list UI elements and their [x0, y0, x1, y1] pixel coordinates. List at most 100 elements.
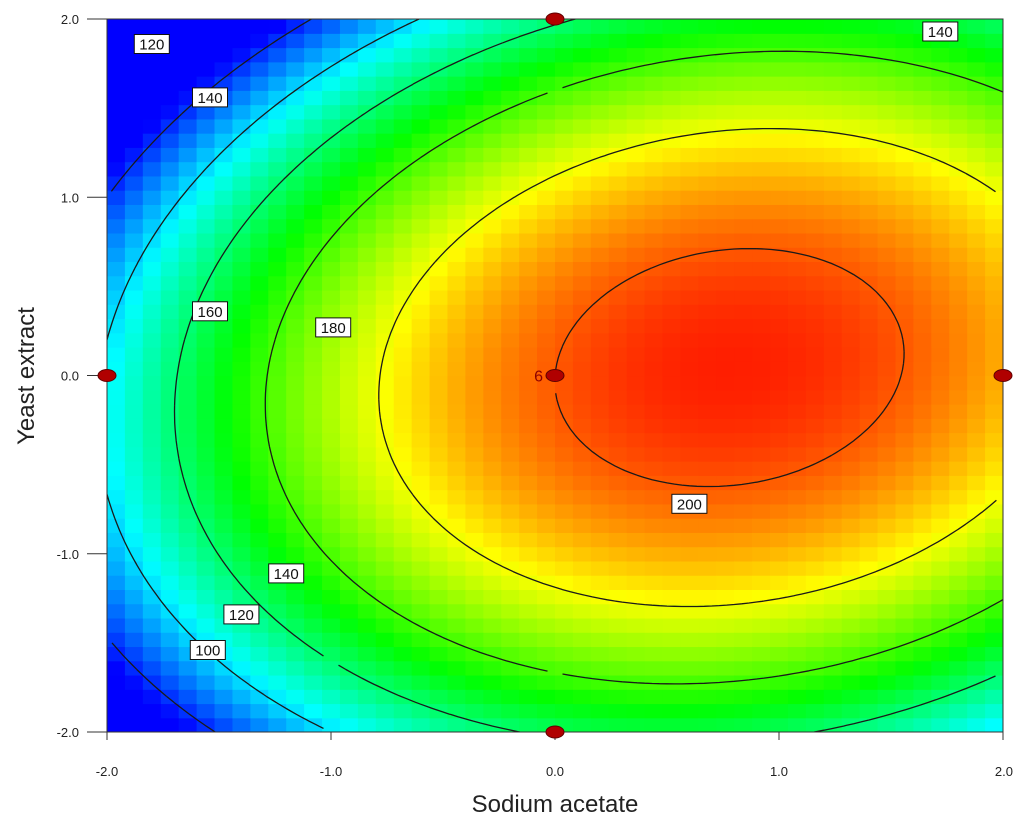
heatmap-cell — [913, 489, 932, 505]
heatmap-cell — [644, 261, 664, 277]
heatmap-cell — [734, 332, 753, 348]
heatmap-cell — [805, 361, 825, 377]
heatmap-cell — [734, 147, 753, 163]
heatmap-cell — [357, 361, 377, 377]
heatmap-cell — [124, 90, 144, 106]
heatmap-cell — [931, 118, 950, 134]
heatmap-cell — [339, 532, 359, 548]
heatmap-cell — [841, 247, 861, 263]
heatmap-cell — [232, 674, 251, 690]
heatmap-cell — [142, 589, 162, 605]
heatmap-cell — [985, 518, 1003, 533]
heatmap-cell — [393, 247, 413, 263]
heatmap-cell — [142, 603, 162, 619]
heatmap-cell — [250, 632, 269, 648]
heatmap-cell — [250, 61, 269, 77]
heatmap-cell — [734, 560, 753, 576]
heatmap-cell — [626, 61, 646, 77]
heatmap-cell — [339, 461, 359, 476]
heatmap-cell — [268, 161, 287, 177]
heatmap-cells — [107, 19, 1003, 732]
heatmap-cell — [142, 90, 162, 106]
heatmap-cell — [662, 175, 682, 191]
heatmap-cell — [304, 589, 323, 605]
heatmap-cell — [877, 689, 897, 705]
heatmap-cell — [680, 475, 699, 491]
heatmap-cell — [985, 546, 1003, 562]
heatmap-cell — [393, 632, 413, 648]
heatmap-cell — [232, 133, 251, 148]
heatmap-cell — [160, 674, 180, 690]
heatmap-cell — [375, 461, 395, 476]
heatmap-cell — [770, 175, 789, 191]
heatmap-cell — [375, 418, 395, 434]
heatmap-cell — [608, 446, 628, 462]
heatmap-cell — [823, 346, 843, 362]
heatmap-cell — [268, 247, 287, 263]
heatmap-cell — [716, 318, 735, 334]
heatmap-cell — [841, 674, 861, 690]
svg-text:180: 180 — [321, 320, 346, 337]
heatmap-cell — [644, 646, 664, 662]
heatmap-cell — [196, 674, 216, 690]
heatmap-cell — [841, 503, 861, 519]
heatmap-cell — [375, 275, 395, 291]
heatmap-cell — [877, 90, 897, 106]
heatmap-cell — [375, 546, 395, 562]
heatmap-cell — [913, 346, 932, 362]
heatmap-cell — [107, 632, 126, 648]
heatmap-cell — [662, 660, 682, 676]
heatmap-cell — [752, 118, 771, 134]
heatmap-cell — [501, 703, 520, 719]
heatmap-cell — [519, 603, 538, 619]
heatmap-cell — [107, 674, 126, 690]
heatmap-cell — [572, 603, 592, 619]
heatmap-cell — [483, 218, 502, 234]
heatmap-cell — [913, 261, 932, 277]
heatmap-cell — [537, 546, 556, 562]
heatmap-cell — [375, 689, 395, 705]
heatmap-cell — [913, 632, 932, 648]
heatmap-cell — [107, 175, 126, 191]
heatmap-cell — [680, 275, 699, 291]
heatmap-cell — [913, 475, 932, 491]
heatmap-cell — [680, 261, 699, 277]
heatmap-cell — [465, 646, 484, 662]
heatmap-cell — [107, 346, 126, 362]
heatmap-cell — [626, 76, 646, 91]
heatmap-cell — [196, 346, 216, 362]
heatmap-cell — [931, 546, 950, 562]
heatmap-cell — [716, 461, 735, 476]
heatmap-cell — [608, 432, 628, 448]
heatmap-cell — [483, 461, 502, 476]
heatmap-cell — [698, 133, 717, 148]
heatmap-cell — [823, 461, 843, 476]
heatmap-cell — [859, 47, 879, 63]
heatmap-cell — [196, 204, 216, 220]
heatmap-cell — [322, 617, 341, 633]
heatmap-cell — [357, 518, 377, 533]
heatmap-cell — [770, 617, 789, 633]
heatmap-cell — [859, 133, 879, 148]
heatmap-cell — [483, 118, 502, 134]
heatmap-cell — [572, 689, 592, 705]
heatmap-cell — [877, 61, 897, 77]
heatmap-cell — [501, 617, 520, 633]
heatmap-cell — [734, 261, 753, 277]
heatmap-cell — [877, 489, 897, 505]
heatmap-cell — [411, 503, 431, 519]
heatmap-cell — [859, 232, 879, 248]
heatmap-cell — [841, 218, 861, 234]
heatmap-cell — [662, 432, 682, 448]
heatmap-cell — [357, 61, 377, 77]
heatmap-cell — [519, 689, 538, 705]
heatmap-cell — [644, 689, 664, 705]
heatmap-cell — [698, 689, 717, 705]
heatmap-cell — [662, 575, 682, 590]
heatmap-cell — [124, 104, 144, 120]
heatmap-cell — [107, 461, 126, 476]
heatmap-cell — [752, 61, 771, 77]
heatmap-cell — [859, 489, 879, 505]
heatmap-cell — [913, 446, 932, 462]
heatmap-cell — [877, 232, 897, 248]
